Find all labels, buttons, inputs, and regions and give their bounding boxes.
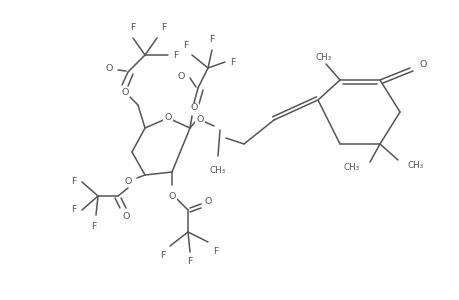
- Text: O: O: [177, 71, 185, 80]
- Text: O: O: [168, 192, 175, 201]
- Text: O: O: [121, 88, 129, 97]
- Text: CH₃: CH₃: [209, 166, 226, 175]
- Text: O: O: [164, 113, 171, 122]
- Text: O: O: [419, 59, 426, 68]
- Text: O: O: [196, 116, 203, 124]
- Text: F: F: [161, 23, 166, 32]
- Text: F: F: [187, 257, 192, 266]
- Text: F: F: [213, 247, 218, 256]
- Text: F: F: [209, 35, 214, 44]
- Text: F: F: [130, 23, 135, 32]
- Text: F: F: [173, 50, 178, 59]
- Text: F: F: [72, 178, 77, 187]
- Text: O: O: [106, 64, 113, 73]
- Text: CH₃: CH₃: [343, 163, 359, 172]
- Text: CH₃: CH₃: [315, 52, 331, 62]
- Text: F: F: [72, 206, 77, 214]
- Text: F: F: [230, 58, 235, 67]
- Text: O: O: [205, 197, 212, 206]
- Text: O: O: [122, 212, 129, 221]
- Text: F: F: [91, 222, 96, 231]
- Text: F: F: [183, 41, 189, 50]
- Text: CH₃: CH₃: [407, 160, 423, 169]
- Text: O: O: [124, 178, 132, 187]
- Text: O: O: [190, 103, 197, 112]
- Text: F: F: [160, 251, 166, 260]
